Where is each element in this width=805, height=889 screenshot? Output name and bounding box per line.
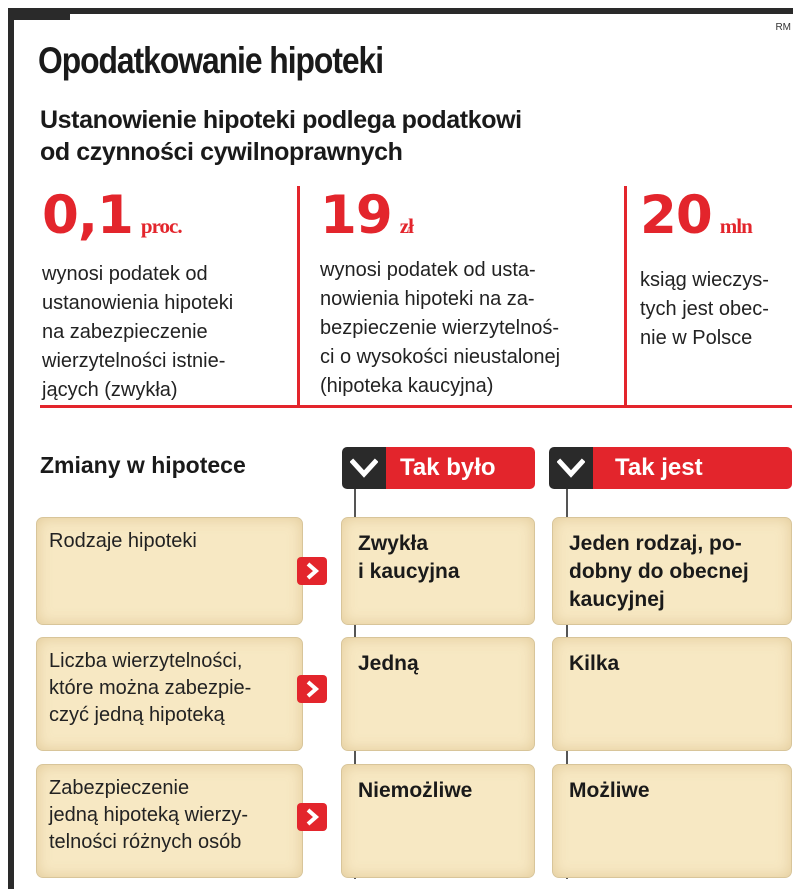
stat-line: ustanowienia hipoteki: [42, 292, 234, 314]
row-before-claims-count: Jedną: [341, 637, 535, 751]
stat-land-registers: 20 mln ksiąg wieczys- tych jest obec- nie…: [640, 188, 769, 353]
stat-tax-rate: 0,1 proc. wynosi podatek od ustanowienia …: [42, 188, 233, 405]
stat-value: 0,1 proc.: [42, 185, 183, 246]
label-line: Zabezpieczenie: [49, 777, 190, 799]
row-before-multiple-persons: Niemożliwe: [341, 764, 535, 878]
value-line: Niemożliwe: [358, 779, 473, 802]
value-line: Możliwe: [569, 779, 650, 802]
stat-line: wierzytelności istnie-: [42, 350, 226, 372]
stat-line: (hipoteka kaucyjna): [320, 375, 494, 397]
label-line: jedną hipoteką wierzy-: [49, 804, 248, 826]
value-line: Jedną: [358, 652, 419, 675]
credit: RM: [775, 22, 791, 33]
header-before-label: Tak było: [386, 447, 535, 489]
label-line: Liczba wierzytelności,: [49, 650, 243, 672]
frame-corner: [8, 8, 70, 20]
row-after-mortgage-types: Jeden rodzaj, po- dobny do obecnej kaucy…: [552, 517, 792, 625]
chevron-right-icon: [297, 557, 327, 585]
row-before-mortgage-types: Zwykła i kaucyjna: [341, 517, 535, 625]
row-after-multiple-persons: Możliwe: [552, 764, 792, 878]
stat-line: wynosi podatek od: [42, 263, 208, 285]
frame-top-bar: [8, 8, 793, 14]
stat-line: nowienia hipoteki na za-: [320, 288, 535, 310]
header-after-label: Tak jest: [593, 447, 792, 489]
stat-value: 19 zł: [320, 185, 414, 246]
label-line: telności różnych osób: [49, 831, 242, 853]
stat-line: bezpieczenie wierzytelnoś-: [320, 317, 560, 339]
stat-unit: mln: [719, 214, 753, 238]
chevron-right-icon: [297, 675, 327, 703]
subtitle: Ustanowienie hipoteki podlega podatkowi …: [40, 104, 522, 168]
stat-line: na zabezpieczenie: [42, 321, 208, 343]
chevron-down-icon: [549, 447, 593, 489]
chevron-right-icon: [297, 803, 327, 831]
stat-description: wynosi podatek od usta- nowienia hipotek…: [320, 256, 560, 401]
value-line: dobny do obecnej: [569, 560, 749, 583]
stat-line: jących (zwykła): [42, 379, 178, 401]
page-title: Opodatkowanie hipoteki: [38, 40, 384, 81]
section-divider: [40, 405, 792, 408]
stat-unit: zł: [399, 214, 414, 238]
stat-line: tych jest obec-: [640, 298, 769, 320]
subtitle-line: od czynności cywilnoprawnych: [40, 138, 403, 166]
stat-line: ksiąg wieczys-: [640, 269, 769, 291]
row-after-claims-count: Kilka: [552, 637, 792, 751]
stat-fixed-fee: 19 zł wynosi podatek od usta- nowienia hi…: [320, 188, 560, 401]
stat-value: 20 mln: [640, 185, 753, 246]
label-line: Rodzaje hipoteki: [49, 530, 197, 552]
column-divider: [624, 186, 627, 408]
value-line: Kilka: [569, 652, 620, 675]
stat-line: wynosi podatek od usta-: [320, 259, 536, 281]
label-line: czyć jedną hipoteką: [49, 704, 225, 726]
stat-description: ksiąg wieczys- tych jest obec- nie w Pol…: [640, 266, 769, 353]
changes-title: Zmiany w hipotece: [40, 452, 246, 478]
value-line: Jeden rodzaj, po-: [569, 532, 742, 555]
subtitle-line: Ustanowienie hipoteki podlega podatkowi: [40, 106, 522, 134]
value-line: kaucyjnej: [569, 588, 665, 611]
row-label-mortgage-types: Rodzaje hipoteki: [36, 517, 303, 625]
value-line: i kaucyjna: [358, 560, 460, 583]
stat-line: ci o wysokości nieustalonej: [320, 346, 561, 368]
chevron-down-icon: [342, 447, 386, 489]
header-after: Tak jest: [549, 447, 792, 489]
row-label-multiple-persons: Zabezpieczenie jedną hipoteką wierzy- te…: [36, 764, 303, 878]
stat-description: wynosi podatek od ustanowienia hipoteki …: [42, 260, 233, 405]
column-divider: [297, 186, 300, 408]
row-label-claims-count: Liczba wierzytelności, które można zabez…: [36, 637, 303, 751]
stat-unit: proc.: [140, 214, 183, 238]
frame-left-bar: [8, 8, 14, 889]
stat-line: nie w Polsce: [640, 327, 753, 349]
label-line: które można zabezpie-: [49, 677, 252, 699]
value-line: Zwykła: [358, 532, 429, 555]
header-before: Tak było: [342, 447, 535, 489]
